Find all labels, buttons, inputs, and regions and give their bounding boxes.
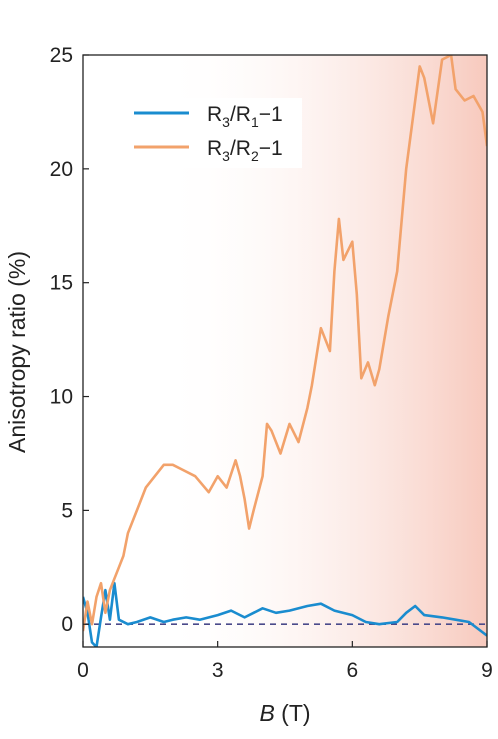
y-axis-title: Anisotropy ratio (%) <box>4 251 30 453</box>
legend-background <box>122 98 302 168</box>
y-tick-label: 20 <box>50 158 73 181</box>
y-tick-label: 10 <box>50 386 73 409</box>
legend-label-series-2: R3/R2−1 <box>207 137 283 164</box>
y-tick-label: 25 <box>50 44 73 67</box>
x-axis-title-unit: (T) <box>281 700 310 726</box>
x-tick-label: 9 <box>481 659 493 682</box>
y-tick-label: 0 <box>61 613 73 636</box>
x-axis-title: B (T) <box>259 700 310 726</box>
series-line-2 <box>83 55 487 632</box>
ticks-layer: 0 3 6 9 0 5 10 15 20 25 <box>50 44 493 682</box>
plot-frame <box>82 54 488 648</box>
series-line-1 <box>83 581 487 647</box>
series-layer <box>83 55 487 647</box>
x-tick-label: 0 <box>77 659 89 682</box>
legend: R3/R1−1 R3/R2−1 <box>122 98 302 168</box>
y-tick-label: 15 <box>50 272 73 295</box>
legend-label-series-1: R3/R1−1 <box>207 103 283 130</box>
y-tick-label: 5 <box>61 499 73 522</box>
x-axis-title-variable: B <box>259 700 274 726</box>
x-tick-label: 6 <box>346 659 358 682</box>
x-tick-label: 3 <box>212 659 224 682</box>
